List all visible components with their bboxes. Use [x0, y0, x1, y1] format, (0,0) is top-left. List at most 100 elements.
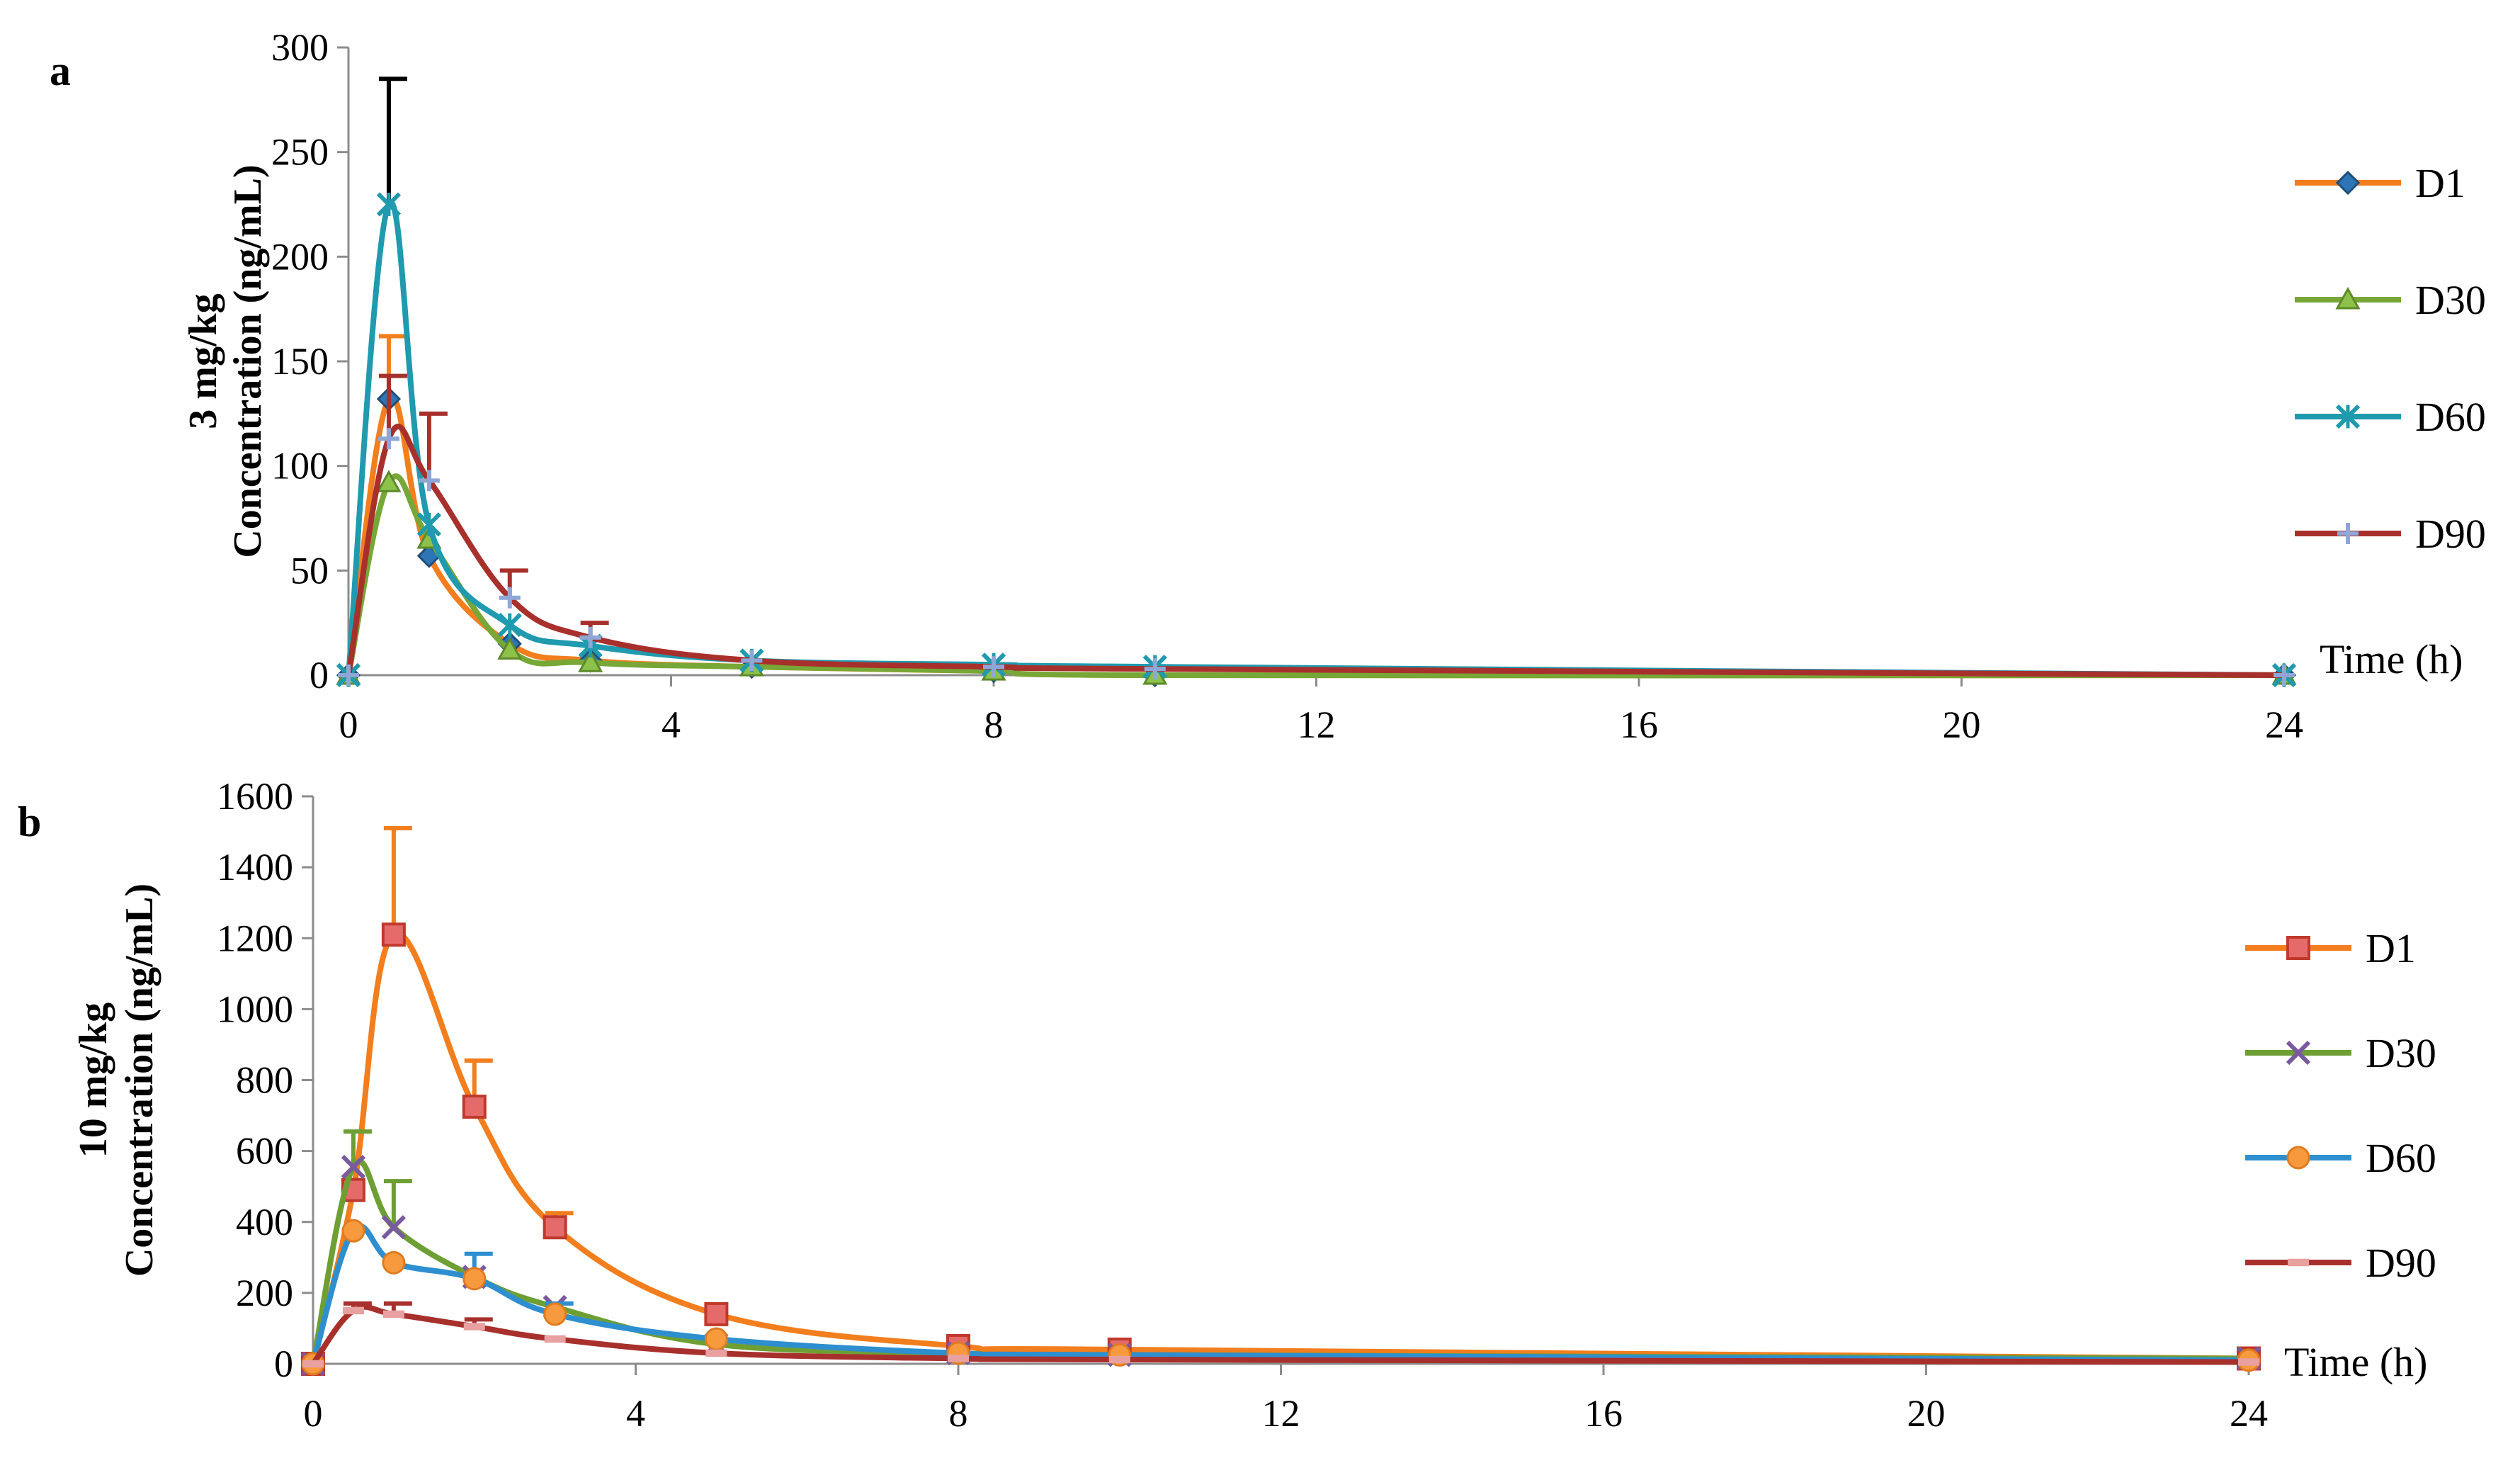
- data-point: [462, 1095, 487, 1119]
- series-D90: [302, 1301, 2259, 1368]
- x-tick-label: 16: [1620, 704, 1658, 746]
- y-tick-label: 150: [271, 340, 329, 383]
- y-axis-label: 3 mg/kg: [181, 293, 225, 429]
- y-tick-label: 1400: [217, 846, 293, 888]
- legend-item-D1: D1: [2245, 925, 2416, 971]
- data-point: [418, 470, 440, 492]
- panel-b: 0 200 400 600 800 1000 1200 1400 1600 0 4 8 12 16 20 24…: [18, 775, 2436, 1435]
- y-axis-label: Concentration (ng/mL): [118, 883, 161, 1277]
- legend-item-D90: D90: [2245, 1240, 2436, 1286]
- series-D1: [301, 826, 2261, 1376]
- x-tick-label: 12: [1262, 1392, 1300, 1435]
- data-point: [704, 1301, 729, 1326]
- legend-label: D90: [2366, 1240, 2436, 1286]
- y-tick-label: 1200: [217, 917, 293, 959]
- y-tick-label: 100: [271, 445, 329, 487]
- data-point: [497, 637, 523, 660]
- legend-item-D30: D30: [2295, 277, 2486, 323]
- x-tick-label: 8: [984, 704, 1004, 746]
- data-point: [381, 922, 406, 947]
- x-tick-label: 0: [304, 1392, 323, 1435]
- legend-label: D30: [2415, 277, 2486, 323]
- data-point: [1108, 1355, 1130, 1364]
- y-tick-label: 1600: [217, 775, 293, 818]
- data-point: [579, 626, 601, 648]
- legend-marker: [2286, 1146, 2310, 1170]
- data-point: [497, 612, 522, 638]
- legend-item-D1: D1: [2295, 160, 2465, 206]
- legend-marker: [2288, 1258, 2309, 1267]
- series-D1: [336, 334, 2297, 688]
- data-point: [704, 1327, 728, 1351]
- data-point: [382, 1250, 406, 1275]
- series-D60: [336, 77, 2297, 688]
- legend-item-D60: D60: [2295, 394, 2486, 440]
- legend-item-D30: D30: [2245, 1030, 2436, 1076]
- y-tick-label: 50: [290, 549, 329, 592]
- data-point: [578, 650, 603, 672]
- series-D30: [300, 1129, 2261, 1377]
- panel-a: 0 50 100 150 200 250 300 0 4 8 12 16 20 24 a 3 mg/kg Con…: [50, 26, 2486, 746]
- series-line: [346, 394, 2287, 679]
- x-tick-label: 4: [662, 704, 681, 746]
- data-point: [302, 1360, 324, 1368]
- legend-marker: [2335, 170, 2361, 196]
- series-line: [310, 1304, 2252, 1367]
- panel-label: a: [50, 47, 71, 94]
- data-point: [416, 512, 441, 537]
- legend-label: D1: [2415, 160, 2465, 206]
- data-point: [463, 1323, 485, 1331]
- data-point: [499, 587, 521, 609]
- legend-label: D60: [2415, 394, 2486, 440]
- y-tick-label: 400: [236, 1201, 293, 1243]
- data-point: [378, 428, 399, 450]
- y-tick-label: 600: [236, 1130, 293, 1173]
- data-point: [338, 665, 359, 686]
- data-point: [462, 1267, 487, 1291]
- y-axis-label: Concentration (ng/mL): [226, 164, 270, 558]
- series-line: [346, 473, 2287, 679]
- data-point: [341, 1219, 365, 1243]
- y-tick-label: 0: [310, 654, 329, 696]
- legend-marker: [2286, 936, 2310, 960]
- data-point: [741, 650, 763, 672]
- legend-label: D30: [2366, 1030, 2436, 1076]
- y-tick-label: 200: [236, 1272, 293, 1314]
- data-point: [381, 1215, 406, 1240]
- legend-label: D90: [2415, 511, 2486, 557]
- y-axis-label: 10 mg/kg: [72, 1002, 115, 1158]
- legend-marker: [2337, 523, 2359, 544]
- data-point: [376, 470, 402, 492]
- x-tick-label: 8: [949, 1392, 968, 1435]
- x-tick-label: 12: [1298, 704, 1336, 746]
- legend-marker: [2335, 404, 2361, 429]
- y-tick-label: 200: [271, 235, 329, 278]
- y-tick-label: 0: [274, 1343, 293, 1385]
- y-tick-label: 250: [271, 131, 329, 174]
- data-point: [544, 1335, 566, 1343]
- legend-label: D1: [2366, 925, 2416, 971]
- legend-marker: [2335, 286, 2361, 310]
- x-tick-label: 20: [1907, 1392, 1946, 1435]
- data-point: [983, 656, 1004, 678]
- x-tick-label: 0: [339, 704, 358, 746]
- data-point: [705, 1349, 727, 1357]
- x-tick-label: 4: [626, 1392, 645, 1435]
- data-point: [376, 192, 402, 217]
- data-point: [543, 1215, 567, 1240]
- data-point: [948, 1355, 969, 1362]
- x-tick-label: 24: [2230, 1392, 2268, 1435]
- x-axis-label: Time (h): [2320, 636, 2463, 682]
- legend-marker: [2286, 1040, 2311, 1066]
- x-axis-label: Time (h): [2284, 1339, 2428, 1385]
- data-point: [543, 1302, 567, 1326]
- series-D90: [338, 373, 2295, 686]
- series-line: [310, 1223, 2252, 1367]
- x-tick-label: 24: [2265, 704, 2303, 746]
- data-point: [2238, 1358, 2259, 1366]
- data-point: [342, 1306, 364, 1315]
- y-tick-label: 800: [236, 1059, 293, 1102]
- legend-item-D90: D90: [2295, 511, 2486, 557]
- data-point: [2274, 665, 2295, 686]
